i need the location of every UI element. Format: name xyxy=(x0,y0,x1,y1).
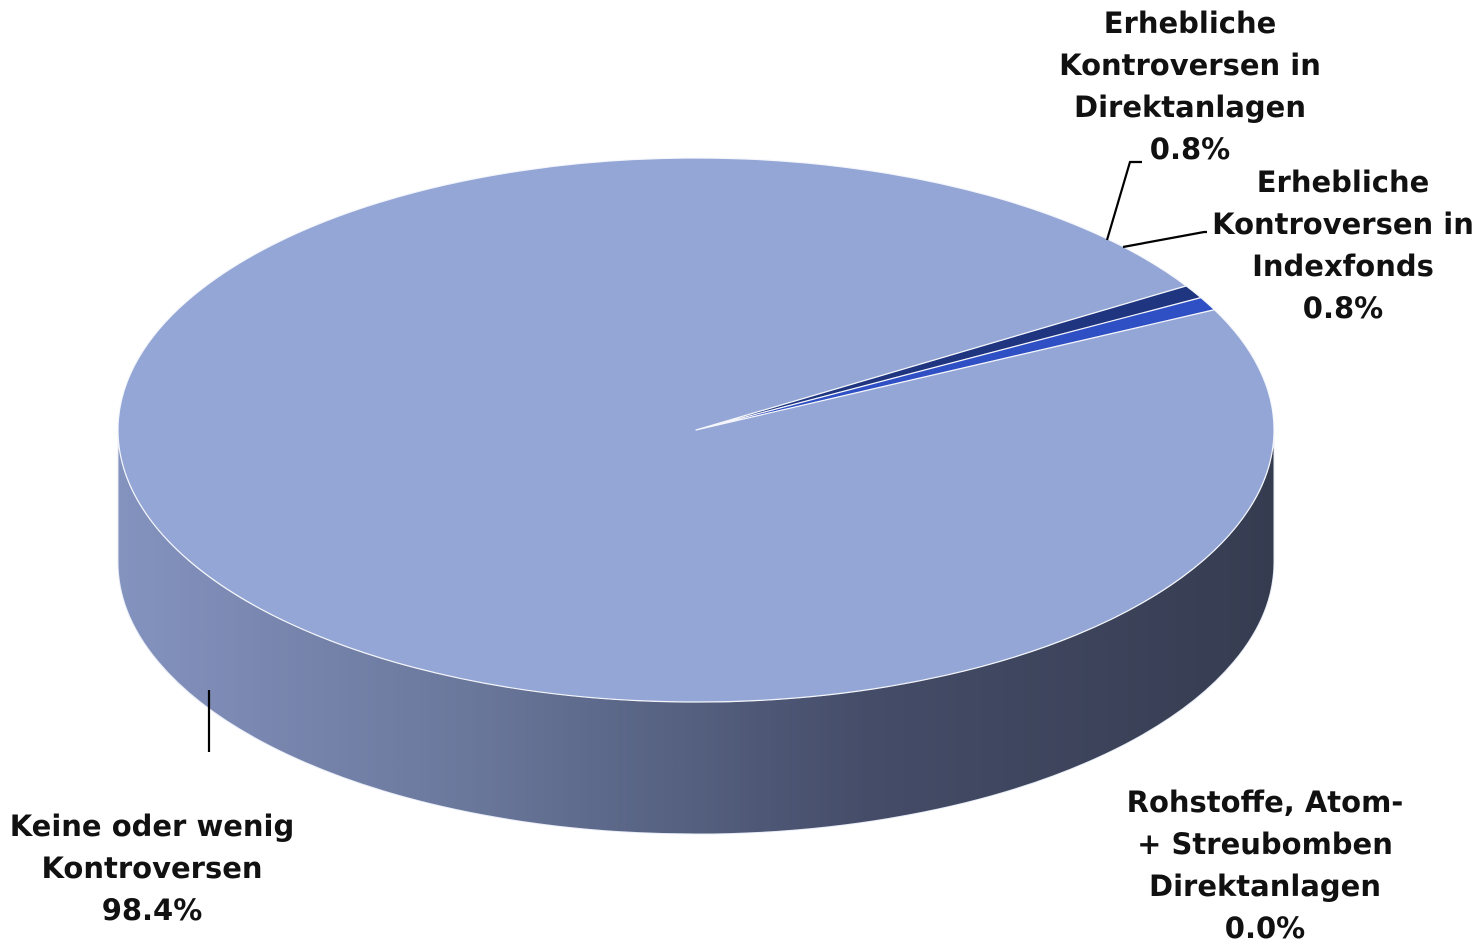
data-label-rohstoffe-atom-streubomben-direktanlagen: Rohstoffe, Atom- + Streubomben Direktanlag… xyxy=(1127,785,1404,940)
data-label-line: Indexfonds xyxy=(1252,249,1434,283)
leader-line xyxy=(1122,230,1207,249)
label-layer: Keine oder wenig Kontroversen 98.4% Erhebli… xyxy=(10,6,1474,940)
data-label-line: Direktanlagen xyxy=(1074,90,1306,124)
data-label-value: 0.8% xyxy=(1150,132,1230,166)
data-label-line: Rohstoffe, Atom- xyxy=(1127,785,1404,819)
data-label-line: Kontroversen in xyxy=(1059,48,1321,82)
data-label-line: Erhebliche xyxy=(1257,165,1430,199)
pie-layer xyxy=(117,157,1275,835)
leader-line xyxy=(1105,160,1142,241)
data-label-value: 98.4% xyxy=(102,893,203,927)
data-label-line: Kontroversen in xyxy=(1212,207,1474,241)
data-label-value: 0.0% xyxy=(1225,911,1305,940)
data-label-line: Direktanlagen xyxy=(1149,869,1381,903)
data-label-line: + Streubomben xyxy=(1137,827,1393,861)
data-label-erhebliche-kontroversen-in-direktanlagen: Erhebliche Kontroversen in Direktanlagen 0.… xyxy=(1059,6,1321,166)
data-label-keine-oder-wenig-kontroversen: Keine oder wenig Kontroversen 98.4% xyxy=(10,809,295,927)
data-label-line: Erhebliche xyxy=(1104,6,1277,40)
data-label-erhebliche-kontroversen-in-indexfonds: Erhebliche Kontroversen in Indexfonds 0.8% xyxy=(1212,165,1474,325)
data-label-value: 0.8% xyxy=(1303,291,1383,325)
pie-slice-keine-oder-wenig-kontroversen xyxy=(117,157,1275,703)
data-label-line: Keine oder wenig xyxy=(10,809,295,843)
data-label-line: Kontroversen xyxy=(41,851,262,885)
